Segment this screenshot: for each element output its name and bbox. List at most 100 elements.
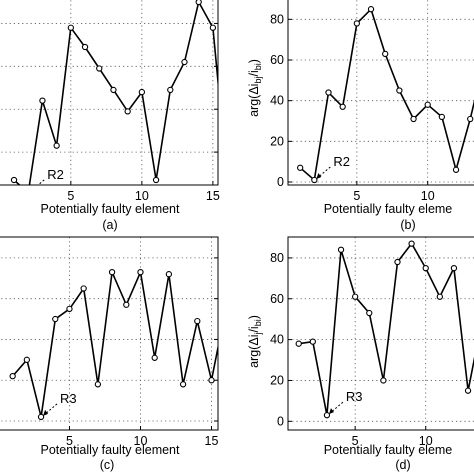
x-tick-label: 5 (353, 189, 360, 203)
data-point (224, 175, 229, 180)
data-point (179, 381, 187, 388)
chart-panel-d: R3 5 10 0 20 40 60 80 arg(Δij/ibi) Potentially fa… (247, 236, 474, 472)
data-point (53, 142, 60, 149)
x-tick-label: 5 (67, 189, 74, 203)
data-point (181, 58, 188, 66)
annotation-label: R3 (346, 389, 363, 404)
y-tick-label: 80 (270, 12, 284, 26)
chart-panel-b: R2 5 10 0 20 40 60 80 arg(Δibj/ibi) Potentially f… (247, 0, 474, 232)
annotation-arrow (317, 166, 331, 179)
data-point (81, 43, 89, 51)
y-tick-label: 0 (277, 414, 284, 428)
data-point (108, 269, 116, 276)
data-point (96, 65, 103, 72)
y-axis-label: arg(Δibj/ibi) (247, 59, 263, 117)
y-label-mid: /i (247, 70, 261, 76)
data-point (464, 387, 472, 394)
y-label-sub: bj (253, 77, 263, 84)
data-point (438, 113, 446, 121)
chart-panel-c: R3 5 10 15 Potentially faulty element(c) (0, 236, 242, 472)
annotation-arrowhead (30, 186, 35, 192)
data-point (195, 0, 202, 6)
y-tick-label: 80 (270, 251, 284, 265)
y-label-end: ) (247, 315, 261, 319)
data-point (66, 305, 73, 313)
data-point (52, 315, 59, 323)
series-line (298, 242, 474, 416)
y-tick-label: 40 (270, 94, 284, 108)
data-point (23, 356, 31, 363)
annotation-arrowhead (43, 409, 49, 416)
annotation-label: R2 (47, 167, 64, 182)
annotation-arrow (329, 401, 344, 414)
data-point (80, 285, 87, 292)
data-point (352, 293, 359, 300)
data-point (382, 50, 389, 58)
data-point (151, 354, 158, 361)
data-point (137, 269, 144, 276)
y-label-sub: j (253, 333, 263, 336)
x-tick-label: 5 (66, 434, 73, 448)
annotation-label: R2 (333, 154, 350, 169)
data-point (37, 413, 45, 421)
data-point (380, 377, 387, 384)
chart-panel-a: R25 10 15 Potentially faulty element (a) (0, 0, 244, 232)
data-point (295, 340, 302, 347)
data-point (94, 381, 102, 388)
y-tick-label: 60 (270, 53, 284, 67)
y-label-sub: bi (253, 319, 263, 326)
y-label-end: ) (247, 59, 261, 63)
x-tick-label: 15 (206, 189, 220, 203)
plot-area: R2 (288, 0, 474, 185)
axes-frame (0, 0, 219, 186)
data-point (325, 89, 332, 96)
data-point (209, 24, 217, 31)
y-axis-label: arg(Δij/ibi) (247, 315, 263, 368)
x-tick-label: 10 (135, 189, 149, 203)
x-tick-label: 5 (352, 434, 359, 448)
data-point (367, 6, 375, 13)
y-label-main: arg(Δi (247, 335, 261, 368)
series-line (12, 269, 218, 418)
data-point (26, 190, 31, 195)
data-point (239, 17, 244, 22)
data-point (422, 264, 429, 272)
data-point (194, 317, 201, 325)
data-point (436, 293, 443, 300)
data-point (309, 338, 316, 345)
annotation-arrowhead (328, 408, 334, 415)
x-tick-label: 10 (134, 434, 148, 448)
panel-caption: (d) (395, 458, 410, 472)
y-tick-label: 0 (277, 175, 284, 189)
data-point (410, 115, 417, 123)
plot-area: R2 (0, 0, 244, 195)
y-tick-label: 20 (270, 134, 284, 148)
plot-area: R3 (288, 237, 474, 430)
data-point (394, 258, 401, 266)
data-point (353, 20, 361, 27)
data-point (408, 240, 415, 247)
data-point (9, 372, 16, 380)
x-axis-label: Potentially faulty element (41, 443, 180, 457)
panel-caption: (c) (100, 458, 115, 472)
data-point (396, 87, 403, 94)
panel-caption: (b) (400, 218, 415, 232)
data-point (323, 412, 331, 419)
y-label-main: arg(Δi (247, 84, 261, 117)
data-point (452, 166, 460, 173)
data-point (10, 176, 18, 184)
annotation-arrowhead (316, 172, 322, 179)
plot-area: R3 (0, 237, 242, 430)
annotation-label: R3 (60, 391, 77, 406)
data-point (467, 115, 474, 123)
data-point (39, 97, 46, 104)
data-point (152, 176, 160, 184)
data-point (124, 108, 131, 115)
data-point (337, 246, 345, 253)
y-label-sub: bi (253, 63, 263, 70)
series-line (13, 0, 218, 185)
data-point (237, 323, 242, 328)
y-tick-label: 40 (270, 333, 284, 347)
y-label-mid: /i (247, 326, 261, 332)
panel-caption: (a) (102, 218, 117, 232)
